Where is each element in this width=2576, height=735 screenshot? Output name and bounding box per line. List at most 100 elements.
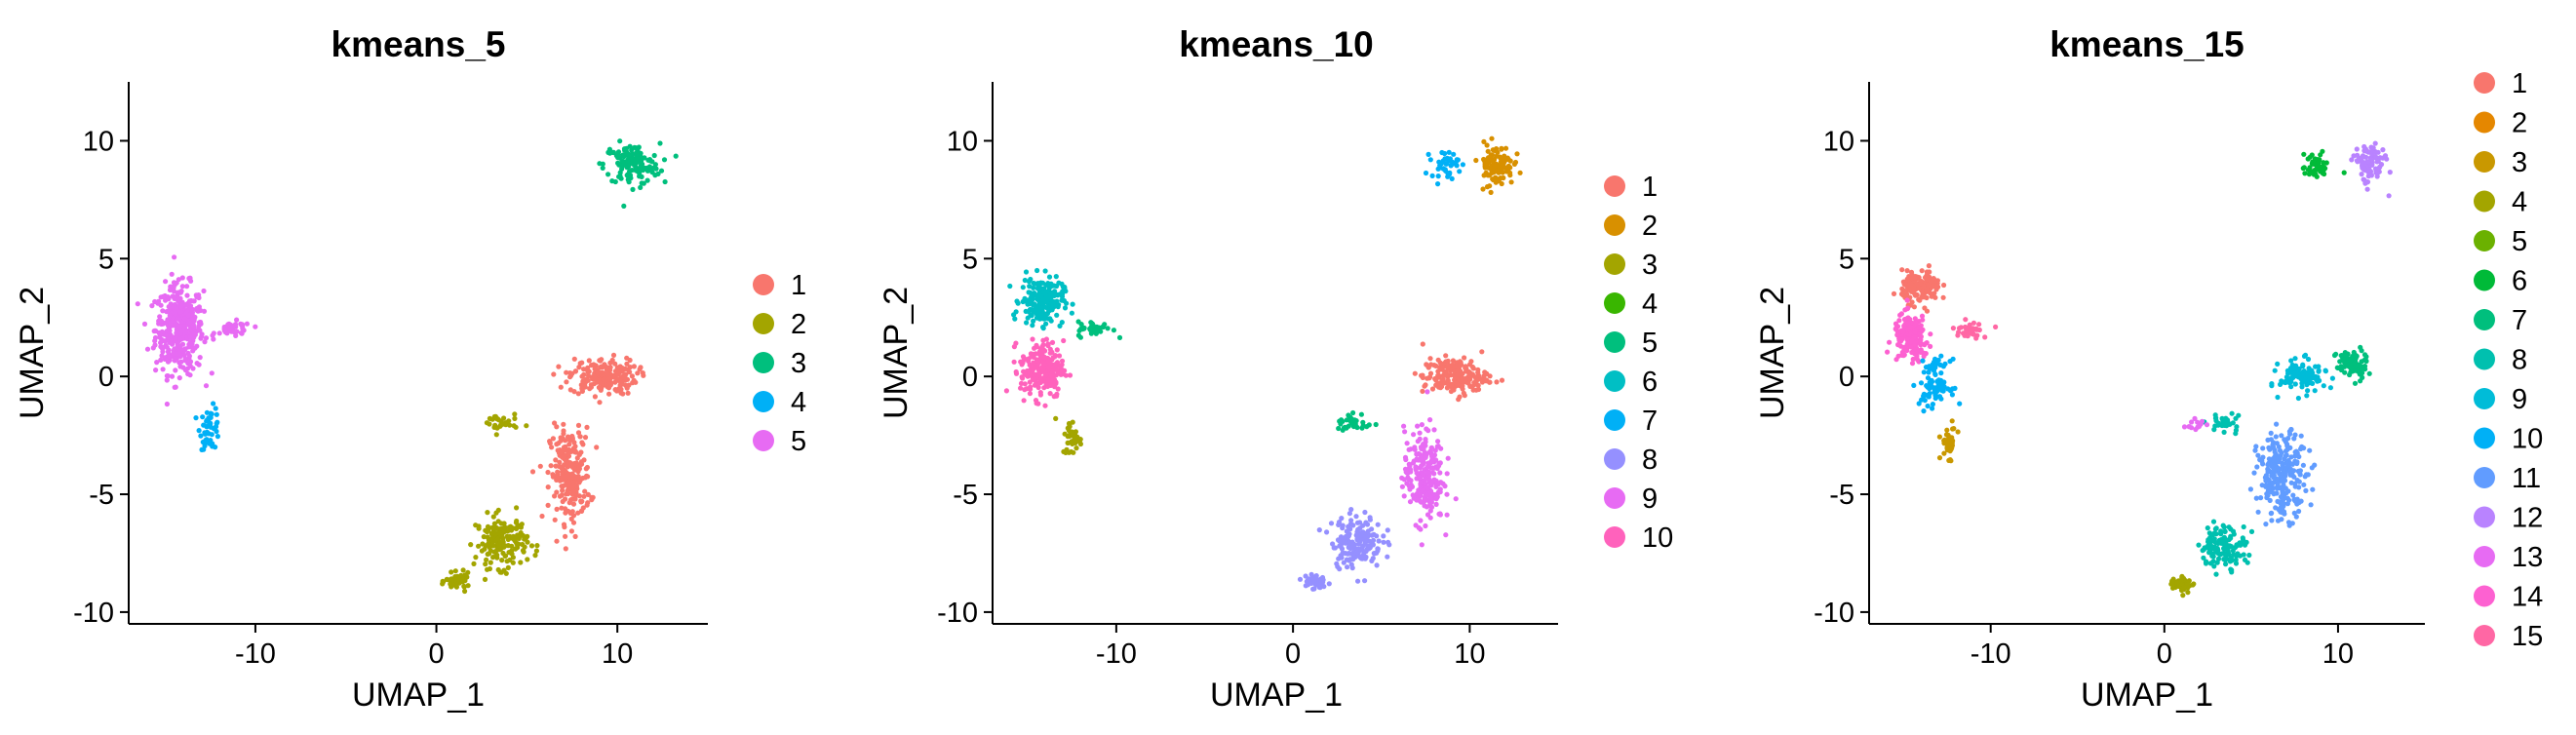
point-cluster-9 [2304, 393, 2310, 399]
point-cluster-11 [2280, 479, 2285, 484]
point-cluster-8 [1370, 537, 1377, 543]
point-cluster-2 [532, 553, 538, 559]
point-cluster-1 [597, 358, 603, 364]
point-cluster-8 [2220, 416, 2226, 422]
point-cluster-1 [1428, 362, 1434, 368]
legend-label: 6 [1642, 367, 1658, 398]
point-cluster-10 [1054, 347, 1060, 353]
legend-label: 5 [1642, 328, 1658, 359]
point-cluster-10 [1039, 343, 1045, 350]
point-cluster-10 [1927, 364, 1932, 369]
point-cluster-3 [1941, 438, 1947, 444]
point-cluster-9 [2304, 379, 2310, 385]
point-cluster-8 [1312, 580, 1318, 587]
point-cluster-14 [1896, 318, 1902, 324]
point-cluster-10 [1047, 346, 1053, 352]
point-cluster-1 [551, 371, 557, 377]
point-cluster-9 [2327, 385, 2333, 391]
point-cluster-5 [189, 308, 195, 314]
point-cluster-5 [165, 373, 171, 379]
point-cluster-3 [1053, 415, 1059, 421]
point-cluster-9 [1437, 511, 1443, 517]
point-cluster-6 [1040, 305, 1046, 311]
point-cluster-12 [2374, 159, 2380, 165]
point-cluster-11 [2284, 443, 2290, 449]
point-cluster-12 [2387, 170, 2393, 175]
point-cluster-14 [1898, 311, 1904, 317]
point-cluster-11 [2308, 502, 2314, 508]
point-cluster-9 [1419, 463, 1425, 469]
point-cluster-5 [1111, 328, 1116, 333]
point-cluster-7 [1439, 149, 1445, 156]
point-cluster-8 [1330, 541, 1336, 547]
point-cluster-11 [2271, 475, 2277, 481]
point-cluster-2 [1496, 178, 1502, 184]
point-cluster-6 [1026, 290, 1032, 295]
point-cluster-1 [624, 383, 630, 389]
point-cluster-1 [550, 436, 557, 442]
point-cluster-1 [545, 469, 551, 476]
point-cluster-10 [1047, 391, 1053, 397]
point-cluster-5 [172, 384, 177, 390]
point-cluster-1 [1429, 386, 1436, 392]
point-cluster-9 [2269, 383, 2275, 389]
point-cluster-1 [575, 391, 581, 397]
point-cluster-1 [1487, 373, 1493, 379]
point-cluster-1 [1432, 376, 1438, 382]
point-cluster-2 [494, 536, 501, 542]
point-cluster-10 [1921, 369, 1927, 375]
point-cluster-1 [604, 382, 609, 388]
point-cluster-4 [209, 411, 215, 417]
point-cluster-2 [512, 411, 518, 417]
point-cluster-6 [1034, 296, 1040, 302]
point-cluster-5 [172, 351, 177, 357]
point-cluster-2 [502, 543, 508, 549]
point-cluster-11 [2276, 484, 2283, 490]
point-cluster-5 [175, 290, 180, 296]
point-cluster-2 [1481, 138, 1487, 144]
point-cluster-1 [1930, 282, 1935, 289]
point-cluster-1 [559, 492, 565, 498]
point-cluster-13 [2192, 415, 2198, 421]
point-cluster-6 [1029, 297, 1034, 303]
point-cluster-2 [1486, 173, 1493, 178]
point-cluster-1 [1927, 276, 1932, 282]
point-cluster-4 [204, 409, 210, 415]
point-cluster-1 [1912, 291, 1918, 297]
point-cluster-3 [655, 171, 661, 176]
point-cluster-3 [1947, 439, 1954, 445]
point-cluster-5 [144, 346, 151, 352]
point-cluster-5 [188, 278, 194, 284]
point-cluster-14 [1907, 325, 1913, 330]
point-cluster-5 [194, 361, 200, 367]
point-cluster-9 [1444, 512, 1450, 518]
point-cluster-15 [1955, 332, 1961, 338]
point-cluster-2 [512, 415, 518, 421]
point-cluster-5 [141, 321, 148, 327]
point-cluster-6 [1054, 312, 1060, 318]
point-cluster-4 [200, 414, 206, 420]
point-cluster-10 [1930, 406, 1935, 411]
point-cluster-1 [545, 484, 551, 490]
point-cluster-9 [2321, 383, 2326, 389]
y-tick-label: 10 [1823, 126, 1854, 157]
point-cluster-5 [172, 294, 177, 300]
point-cluster-1 [576, 365, 582, 370]
legend-label: 3 [791, 348, 806, 379]
point-cluster-14 [1928, 343, 1933, 349]
point-cluster-9 [1431, 452, 1438, 458]
legend-marker [1604, 487, 1625, 509]
point-cluster-2 [490, 524, 497, 530]
point-cluster-1 [565, 473, 570, 479]
point-cluster-8 [2228, 535, 2234, 541]
point-cluster-3 [637, 159, 643, 165]
point-cluster-10 [1045, 342, 1051, 348]
point-cluster-1 [1420, 388, 1425, 394]
point-cluster-5 [187, 363, 193, 368]
point-cluster-1 [578, 498, 584, 504]
point-cluster-11 [2286, 429, 2292, 435]
y-tick-label: 5 [1839, 244, 1854, 275]
point-cluster-4 [204, 437, 210, 443]
